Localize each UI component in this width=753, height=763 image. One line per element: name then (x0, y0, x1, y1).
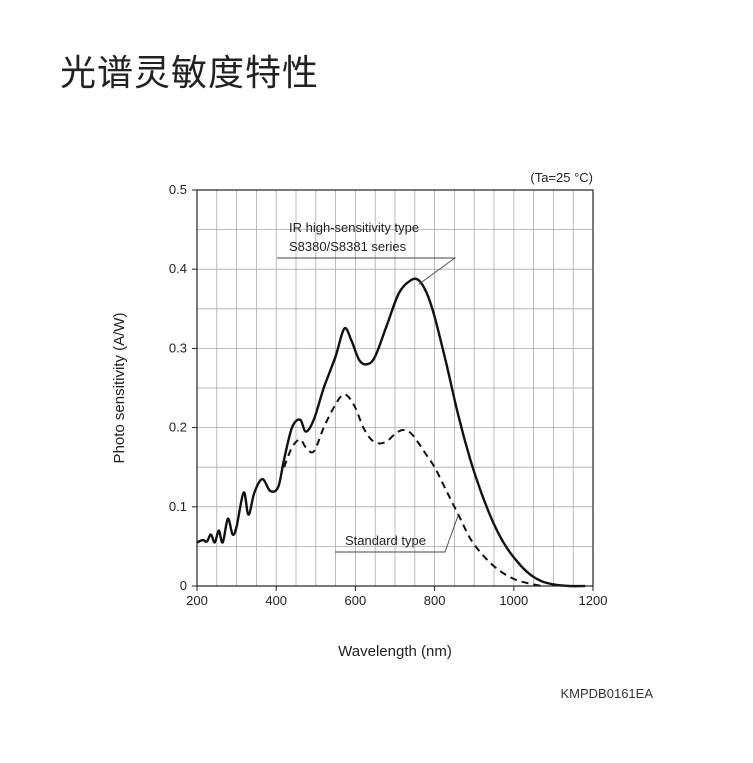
x-tick-label: 1200 (579, 593, 608, 608)
y-axis-title: Photo sensitivity (A/W) (111, 313, 128, 464)
y-tick-label: 0.1 (169, 499, 187, 514)
plot-frame (196, 189, 594, 587)
annotation-standard-label: Standard type (345, 533, 426, 548)
annotation-ir-leader (277, 257, 457, 285)
y-tick-label: 0.4 (169, 261, 187, 276)
chart-curves (196, 277, 586, 588)
x-tick-label: 800 (424, 593, 446, 608)
y-tick-label: 0.5 (169, 182, 187, 197)
y-tick-label: 0.2 (169, 420, 187, 435)
condition-label: (Ta=25 °C) (530, 170, 593, 185)
x-tick-label: 200 (186, 593, 208, 608)
series-line-ir-high-sensitivity (196, 277, 586, 588)
annotation-ir-line-1: IR high-sensitivity type (289, 220, 419, 235)
figure-code: KMPDB0161EA (560, 686, 654, 701)
y-tick-label: 0 (180, 578, 187, 593)
x-axis-title: Wavelength (nm) (338, 643, 452, 660)
y-tick-label: 0.3 (169, 340, 187, 355)
chart-grid (197, 190, 593, 586)
page-title: 光谱灵敏度特性 (60, 53, 320, 94)
series-line-standard (283, 393, 542, 587)
annotation-standard-leader (335, 514, 459, 553)
chart-ticks: 200 400 600 800 1000 1200 0 0.1 0.2 0.3 0.4 0.5 (169, 182, 608, 608)
x-tick-label: 600 (345, 593, 367, 608)
chart-annotations: IR high-sensitivity type S8380/S8381 seri… (277, 220, 459, 553)
x-tick-label: 1000 (499, 593, 528, 608)
annotation-ir-line-2: S8380/S8381 series (289, 239, 407, 254)
x-tick-label: 400 (265, 593, 287, 608)
